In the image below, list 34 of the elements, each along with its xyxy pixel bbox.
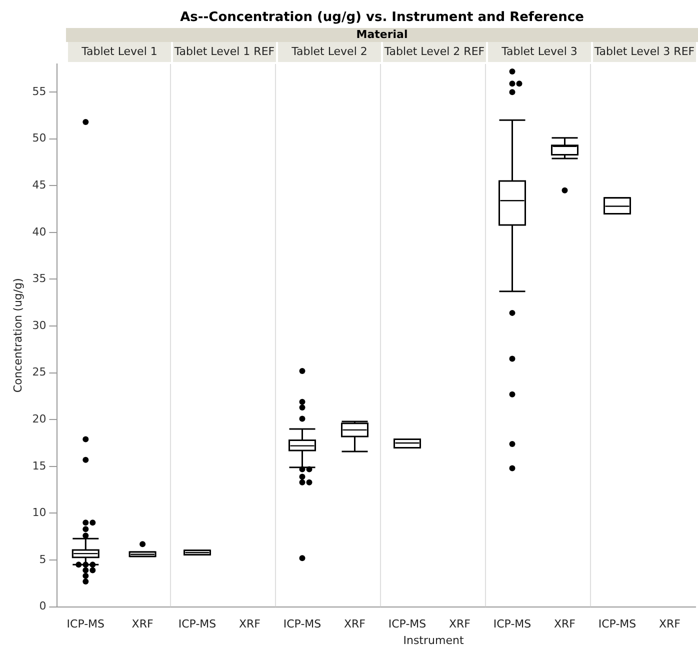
y-tick-label: 50 — [32, 132, 46, 145]
chart-title: Tablet Level 1 REF — [174, 45, 275, 58]
x-tick-label: ICP-MS — [283, 617, 322, 630]
chart-title: Tablet Level 3 REF — [594, 45, 695, 58]
x-tick-label: XRF — [658, 617, 681, 630]
y-tick-label: 20 — [32, 412, 46, 426]
x-tick-label: ICP-MS — [388, 617, 426, 630]
x-tick-label: XRF — [344, 617, 366, 630]
y-tick-label: 15 — [32, 459, 46, 472]
x-tick-label: ICP-MS — [598, 617, 636, 630]
y-tick-label: 35 — [32, 272, 46, 286]
y-axis-title: Concentration (ug/g) — [11, 278, 24, 393]
chart-title: Tablet Level 2 REF — [384, 45, 485, 58]
x-tick-label: ICP-MS — [178, 617, 216, 630]
y-tick-label: 40 — [32, 225, 46, 238]
x-tick-label: XRF — [448, 617, 471, 630]
y-tick-label: 25 — [32, 366, 46, 379]
text: As--Concentration (ug/g) vs. Instrument and Reference — [180, 10, 584, 25]
chart-title: Tablet Level 3 — [502, 45, 578, 58]
x-tick-label: XRF — [554, 617, 576, 630]
x-tick-label: ICP-MS — [66, 617, 105, 630]
y-tick-label: 30 — [32, 318, 46, 332]
y-tick-label: 45 — [32, 178, 46, 192]
x-axis-title: Instrument — [403, 634, 464, 647]
y-tick-label: 0 — [39, 600, 46, 613]
y-tick-label: 5 — [39, 552, 46, 566]
x-tick-label: XRF — [238, 617, 261, 630]
chart-title: Tablet Level 2 — [292, 45, 368, 58]
chart-title: Tablet Level 1 — [82, 45, 158, 58]
x-tick-label: ICP-MS — [493, 617, 532, 630]
text: Material — [356, 28, 408, 41]
x-tick-label: XRF — [132, 617, 154, 630]
y-tick-label: 55 — [32, 84, 46, 98]
y-tick-label: 10 — [32, 506, 46, 520]
